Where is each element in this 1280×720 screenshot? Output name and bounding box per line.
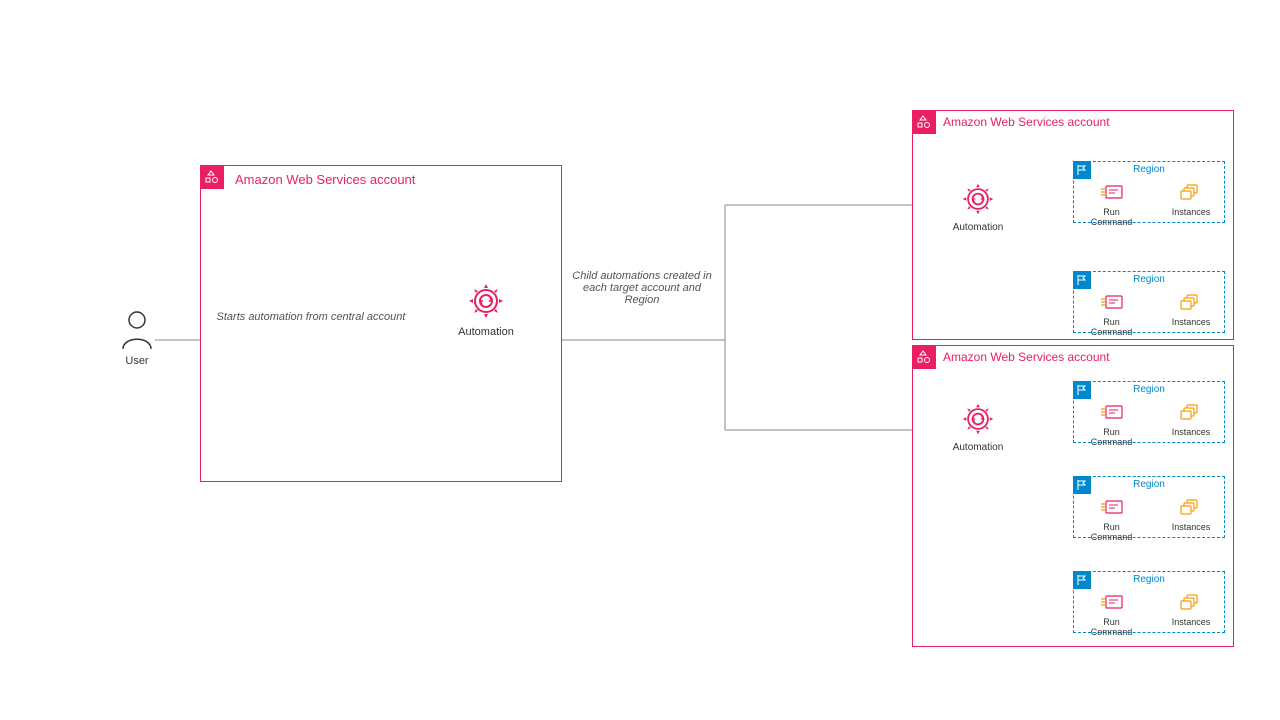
user-icon	[119, 310, 155, 350]
run-command-icon	[1100, 184, 1124, 202]
bottom-region-2: Region Run Command Instances	[1073, 571, 1225, 633]
instances-node: Instances	[1166, 404, 1216, 437]
bottom-region-0: Region Run Command Instances	[1073, 381, 1225, 443]
central-caption: Starts automation from central account	[211, 311, 411, 323]
bottom-region-1: Region Run Command Instances	[1073, 476, 1225, 538]
automation-gear-icon	[960, 181, 996, 217]
bottom-automation-node: Automation	[948, 401, 1008, 453]
bottom-automation-label: Automation	[948, 442, 1008, 453]
top-automation-label: Automation	[948, 222, 1008, 233]
run-command-node: Run Command	[1084, 294, 1139, 337]
region-title: Region	[1074, 164, 1224, 175]
automation-gear-icon	[466, 281, 506, 321]
target-account-bottom-title: Amazon Web Services account	[943, 350, 1110, 364]
run-command-icon	[1100, 294, 1124, 312]
run-command-icon	[1100, 499, 1124, 517]
run-command-label: Run Command	[1084, 207, 1139, 227]
run-command-node: Run Command	[1084, 499, 1139, 542]
instances-node: Instances	[1166, 499, 1216, 532]
user-label: User	[112, 355, 162, 367]
target-account-top: Amazon Web Services account Automation R…	[912, 110, 1234, 340]
instances-label: Instances	[1166, 617, 1216, 627]
bridge-caption: Child automations created in each target…	[572, 270, 712, 306]
user-node: User	[112, 310, 162, 367]
region-title: Region	[1074, 574, 1224, 585]
instances-label: Instances	[1166, 522, 1216, 532]
run-command-node: Run Command	[1084, 594, 1139, 637]
account-badge-icon	[912, 345, 936, 369]
automation-gear-icon	[960, 401, 996, 437]
region-title: Region	[1074, 384, 1224, 395]
run-command-node: Run Command	[1084, 404, 1139, 447]
run-command-node: Run Command	[1084, 184, 1139, 227]
central-account-title: Amazon Web Services account	[235, 172, 415, 187]
central-automation-label: Automation	[456, 326, 516, 338]
run-command-label: Run Command	[1084, 617, 1139, 637]
target-account-bottom: Amazon Web Services account Automation R…	[912, 345, 1234, 647]
instances-label: Instances	[1166, 427, 1216, 437]
top-region-1: Region Run Command Instances	[1073, 271, 1225, 333]
central-account-box: Amazon Web Services account Starts autom…	[200, 165, 562, 482]
target-account-top-title: Amazon Web Services account	[943, 115, 1110, 129]
account-badge-icon	[200, 165, 224, 189]
central-automation-node: Automation	[456, 281, 516, 338]
account-badge-icon	[912, 110, 936, 134]
instances-icon	[1179, 594, 1203, 612]
instances-node: Instances	[1166, 294, 1216, 327]
run-command-label: Run Command	[1084, 427, 1139, 447]
instances-icon	[1179, 499, 1203, 517]
run-command-icon	[1100, 594, 1124, 612]
instances-icon	[1179, 184, 1203, 202]
top-automation-node: Automation	[948, 181, 1008, 233]
region-title: Region	[1074, 479, 1224, 490]
instances-label: Instances	[1166, 317, 1216, 327]
top-region-0: Region Run Command Instances	[1073, 161, 1225, 223]
instances-node: Instances	[1166, 594, 1216, 627]
region-title: Region	[1074, 274, 1224, 285]
run-command-label: Run Command	[1084, 317, 1139, 337]
run-command-label: Run Command	[1084, 522, 1139, 542]
instances-icon	[1179, 404, 1203, 422]
run-command-icon	[1100, 404, 1124, 422]
instances-icon	[1179, 294, 1203, 312]
instances-label: Instances	[1166, 207, 1216, 217]
instances-node: Instances	[1166, 184, 1216, 217]
